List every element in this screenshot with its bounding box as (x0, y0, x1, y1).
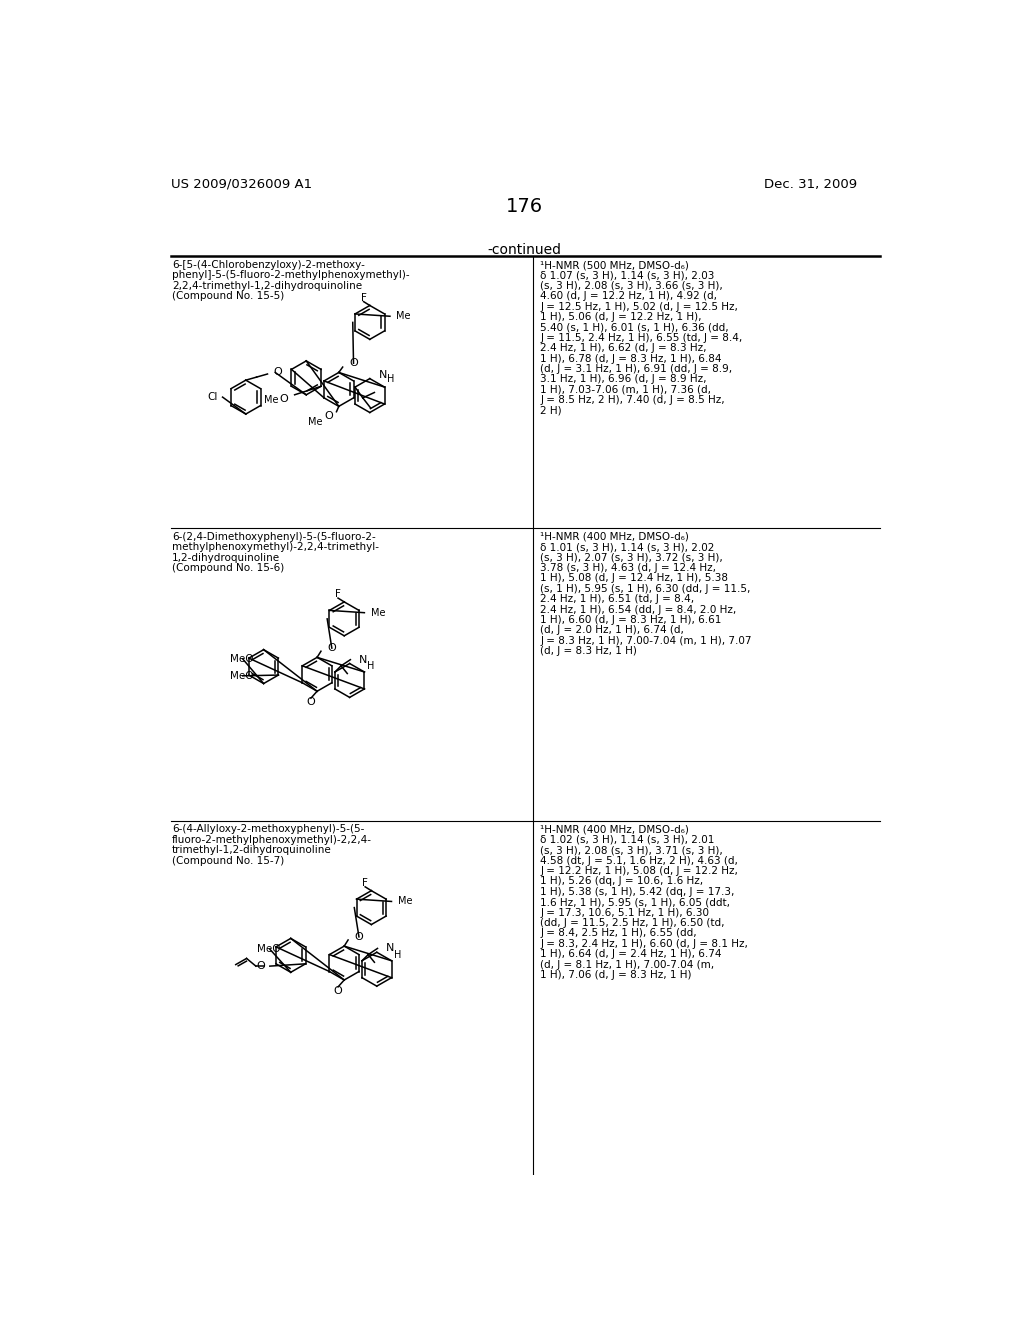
Text: methylphenoxymethyl)-2,2,4-trimethyl-: methylphenoxymethyl)-2,2,4-trimethyl- (172, 543, 379, 552)
Text: Me: Me (264, 395, 279, 405)
Text: 3.78 (s, 3 H), 4.63 (d, J = 12.4 Hz,: 3.78 (s, 3 H), 4.63 (d, J = 12.4 Hz, (541, 564, 717, 573)
Text: 6-(4-Allyloxy-2-methoxyphenyl)-5-(5-: 6-(4-Allyloxy-2-methoxyphenyl)-5-(5- (172, 825, 365, 834)
Text: δ 1.02 (s, 3 H), 1.14 (s, 3 H), 2.01: δ 1.02 (s, 3 H), 1.14 (s, 3 H), 2.01 (541, 834, 715, 845)
Text: J = 8.5 Hz, 2 H), 7.40 (d, J = 8.5 Hz,: J = 8.5 Hz, 2 H), 7.40 (d, J = 8.5 Hz, (541, 395, 725, 405)
Text: O: O (349, 358, 357, 368)
Text: MeO: MeO (229, 671, 253, 681)
Text: trimethyl-1,2-dihydroquinoline: trimethyl-1,2-dihydroquinoline (172, 845, 332, 855)
Text: ¹H-NMR (400 MHz, DMSO-d₆): ¹H-NMR (400 MHz, DMSO-d₆) (541, 825, 689, 834)
Text: MeO: MeO (229, 653, 253, 664)
Text: H: H (387, 375, 394, 384)
Text: 2.4 Hz, 1 H), 6.54 (dd, J = 8.4, 2.0 Hz,: 2.4 Hz, 1 H), 6.54 (dd, J = 8.4, 2.0 Hz, (541, 605, 736, 615)
Text: MeO: MeO (257, 944, 281, 954)
Text: F: F (335, 589, 341, 599)
Text: N: N (386, 944, 394, 953)
Text: O: O (325, 411, 333, 421)
Text: phenyl]-5-(5-fluoro-2-methylphenoxymethyl)-: phenyl]-5-(5-fluoro-2-methylphenoxymethy… (172, 271, 410, 280)
Text: 1 H), 5.06 (d, J = 12.2 Hz, 1 H),: 1 H), 5.06 (d, J = 12.2 Hz, 1 H), (541, 312, 701, 322)
Text: J = 11.5, 2.4 Hz, 1 H), 6.55 (td, J = 8.4,: J = 11.5, 2.4 Hz, 1 H), 6.55 (td, J = 8.… (541, 333, 742, 343)
Text: fluoro-2-methylphenoxymethyl)-2,2,4-: fluoro-2-methylphenoxymethyl)-2,2,4- (172, 834, 372, 845)
Text: O: O (256, 961, 265, 972)
Text: H: H (367, 661, 374, 671)
Text: 6-(2,4-Dimethoxyphenyl)-5-(5-fluoro-2-: 6-(2,4-Dimethoxyphenyl)-5-(5-fluoro-2- (172, 532, 376, 541)
Text: (s, 3 H), 2.07 (s, 3 H), 3.72 (s, 3 H),: (s, 3 H), 2.07 (s, 3 H), 3.72 (s, 3 H), (541, 553, 723, 562)
Text: (Compound No. 15-6): (Compound No. 15-6) (172, 564, 285, 573)
Text: 1 H), 6.78 (d, J = 8.3 Hz, 1 H), 6.84: 1 H), 6.78 (d, J = 8.3 Hz, 1 H), 6.84 (541, 354, 722, 363)
Text: 1 H), 5.08 (d, J = 12.4 Hz, 1 H), 5.38: 1 H), 5.08 (d, J = 12.4 Hz, 1 H), 5.38 (541, 573, 728, 583)
Text: (d, J = 2.0 Hz, 1 H), 6.74 (d,: (d, J = 2.0 Hz, 1 H), 6.74 (d, (541, 626, 684, 635)
Text: (s, 3 H), 2.08 (s, 3 H), 3.71 (s, 3 H),: (s, 3 H), 2.08 (s, 3 H), 3.71 (s, 3 H), (541, 845, 723, 855)
Text: (d, J = 3.1 Hz, 1 H), 6.91 (dd, J = 8.9,: (d, J = 3.1 Hz, 1 H), 6.91 (dd, J = 8.9, (541, 364, 732, 374)
Text: Me: Me (308, 417, 323, 426)
Text: O: O (273, 367, 283, 378)
Text: J = 12.2 Hz, 1 H), 5.08 (d, J = 12.2 Hz,: J = 12.2 Hz, 1 H), 5.08 (d, J = 12.2 Hz, (541, 866, 738, 876)
Text: Me: Me (396, 312, 411, 321)
Text: 1 H), 6.64 (d, J = 2.4 Hz, 1 H), 6.74: 1 H), 6.64 (d, J = 2.4 Hz, 1 H), 6.74 (541, 949, 722, 960)
Text: J = 8.3 Hz, 1 H), 7.00-7.04 (m, 1 H), 7.07: J = 8.3 Hz, 1 H), 7.00-7.04 (m, 1 H), 7.… (541, 636, 752, 645)
Text: Me: Me (397, 896, 413, 907)
Text: 2 H): 2 H) (541, 405, 562, 416)
Text: 4.60 (d, J = 12.2 Hz, 1 H), 4.92 (d,: 4.60 (d, J = 12.2 Hz, 1 H), 4.92 (d, (541, 292, 717, 301)
Text: (Compound No. 15-7): (Compound No. 15-7) (172, 855, 285, 866)
Text: (Compound No. 15-5): (Compound No. 15-5) (172, 292, 285, 301)
Text: H: H (394, 949, 401, 960)
Text: Dec. 31, 2009: Dec. 31, 2009 (764, 178, 857, 190)
Text: 1 H), 7.03-7.06 (m, 1 H), 7.36 (d,: 1 H), 7.03-7.06 (m, 1 H), 7.36 (d, (541, 385, 712, 395)
Text: O: O (334, 986, 342, 995)
Text: F: F (362, 878, 368, 888)
Text: 6-[5-(4-Chlorobenzyloxy)-2-methoxy-: 6-[5-(4-Chlorobenzyloxy)-2-methoxy- (172, 260, 365, 271)
Text: (s, 1 H), 5.95 (s, 1 H), 6.30 (dd, J = 11.5,: (s, 1 H), 5.95 (s, 1 H), 6.30 (dd, J = 1… (541, 583, 751, 594)
Text: 5.40 (s, 1 H), 6.01 (s, 1 H), 6.36 (dd,: 5.40 (s, 1 H), 6.01 (s, 1 H), 6.36 (dd, (541, 322, 729, 333)
Text: O: O (328, 643, 336, 653)
Text: 2,2,4-trimethyl-1,2-dihydroquinoline: 2,2,4-trimethyl-1,2-dihydroquinoline (172, 281, 362, 290)
Text: (dd, J = 11.5, 2.5 Hz, 1 H), 6.50 (td,: (dd, J = 11.5, 2.5 Hz, 1 H), 6.50 (td, (541, 917, 725, 928)
Text: -continued: -continued (487, 243, 562, 257)
Text: δ 1.01 (s, 3 H), 1.14 (s, 3 H), 2.02: δ 1.01 (s, 3 H), 1.14 (s, 3 H), 2.02 (541, 543, 715, 552)
Text: O: O (354, 932, 364, 942)
Text: (d, J = 8.3 Hz, 1 H): (d, J = 8.3 Hz, 1 H) (541, 647, 637, 656)
Text: Cl: Cl (208, 392, 218, 403)
Text: J = 8.4, 2.5 Hz, 1 H), 6.55 (dd,: J = 8.4, 2.5 Hz, 1 H), 6.55 (dd, (541, 928, 697, 939)
Text: 4.58 (dt, J = 5.1, 1.6 Hz, 2 H), 4.63 (d,: 4.58 (dt, J = 5.1, 1.6 Hz, 2 H), 4.63 (d… (541, 855, 738, 866)
Text: ¹H-NMR (500 MHz, DMSO-d₆): ¹H-NMR (500 MHz, DMSO-d₆) (541, 260, 689, 271)
Text: F: F (360, 293, 367, 302)
Text: N: N (359, 655, 368, 665)
Text: 1.6 Hz, 1 H), 5.95 (s, 1 H), 6.05 (ddt,: 1.6 Hz, 1 H), 5.95 (s, 1 H), 6.05 (ddt, (541, 898, 730, 907)
Text: N: N (379, 370, 387, 380)
Text: 1,2-dihydroquinoline: 1,2-dihydroquinoline (172, 553, 281, 562)
Text: 2.4 Hz, 1 H), 6.51 (td, J = 8.4,: 2.4 Hz, 1 H), 6.51 (td, J = 8.4, (541, 594, 694, 605)
Text: 1 H), 5.26 (dq, J = 10.6, 1.6 Hz,: 1 H), 5.26 (dq, J = 10.6, 1.6 Hz, (541, 876, 703, 887)
Text: 2.4 Hz, 1 H), 6.62 (d, J = 8.3 Hz,: 2.4 Hz, 1 H), 6.62 (d, J = 8.3 Hz, (541, 343, 707, 354)
Text: 1 H), 7.06 (d, J = 8.3 Hz, 1 H): 1 H), 7.06 (d, J = 8.3 Hz, 1 H) (541, 970, 692, 979)
Text: 1 H), 6.60 (d, J = 8.3 Hz, 1 H), 6.61: 1 H), 6.60 (d, J = 8.3 Hz, 1 H), 6.61 (541, 615, 722, 624)
Text: 3.1 Hz, 1 H), 6.96 (d, J = 8.9 Hz,: 3.1 Hz, 1 H), 6.96 (d, J = 8.9 Hz, (541, 375, 707, 384)
Text: J = 17.3, 10.6, 5.1 Hz, 1 H), 6.30: J = 17.3, 10.6, 5.1 Hz, 1 H), 6.30 (541, 908, 710, 917)
Text: δ 1.07 (s, 3 H), 1.14 (s, 3 H), 2.03: δ 1.07 (s, 3 H), 1.14 (s, 3 H), 2.03 (541, 271, 715, 280)
Text: J = 8.3, 2.4 Hz, 1 H), 6.60 (d, J = 8.1 Hz,: J = 8.3, 2.4 Hz, 1 H), 6.60 (d, J = 8.1 … (541, 939, 749, 949)
Text: 176: 176 (506, 197, 544, 216)
Text: O: O (306, 697, 315, 708)
Text: (d, J = 8.1 Hz, 1 H), 7.00-7.04 (m,: (d, J = 8.1 Hz, 1 H), 7.00-7.04 (m, (541, 960, 715, 970)
Text: ¹H-NMR (400 MHz, DMSO-d₆): ¹H-NMR (400 MHz, DMSO-d₆) (541, 532, 689, 541)
Text: Me: Me (371, 607, 385, 618)
Text: (s, 3 H), 2.08 (s, 3 H), 3.66 (s, 3 H),: (s, 3 H), 2.08 (s, 3 H), 3.66 (s, 3 H), (541, 281, 723, 290)
Text: J = 12.5 Hz, 1 H), 5.02 (d, J = 12.5 Hz,: J = 12.5 Hz, 1 H), 5.02 (d, J = 12.5 Hz, (541, 302, 738, 312)
Text: O: O (280, 393, 288, 404)
Text: 1 H), 5.38 (s, 1 H), 5.42 (dq, J = 17.3,: 1 H), 5.38 (s, 1 H), 5.42 (dq, J = 17.3, (541, 887, 734, 896)
Text: US 2009/0326009 A1: US 2009/0326009 A1 (171, 178, 311, 190)
